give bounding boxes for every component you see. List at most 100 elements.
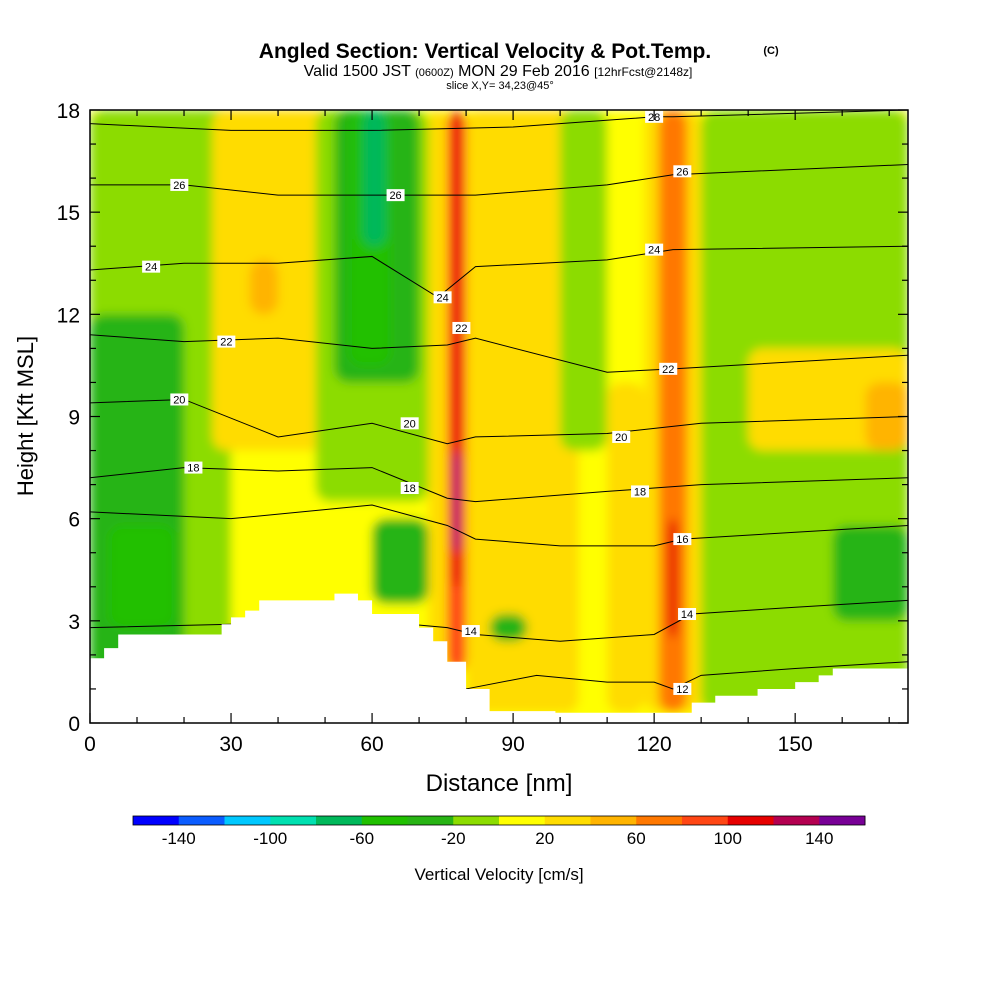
colorbar-label: Vertical Velocity [cm/s] <box>414 865 583 884</box>
contour-label: 26 <box>173 180 185 192</box>
contour-label: 26 <box>389 190 401 202</box>
contour-label-bg <box>386 189 405 202</box>
contour-label: 24 <box>145 262 157 274</box>
colorbar-tick-label: 20 <box>535 829 554 848</box>
isentrope-20 <box>90 398 908 445</box>
x-tick-label: 90 <box>501 733 524 756</box>
contour-label-bg <box>673 682 692 695</box>
contour-label-bg <box>612 430 631 443</box>
isentrope-28 <box>90 110 908 131</box>
velocity-region <box>658 110 688 713</box>
terrain <box>90 593 908 723</box>
contour-label: 18 <box>404 483 416 495</box>
velocity-region <box>372 518 429 604</box>
isentrope-contours <box>90 110 908 690</box>
velocity-region <box>428 110 448 672</box>
colorbar-swatch <box>590 816 637 825</box>
colorbar-tick-label: 140 <box>805 829 833 848</box>
y-tick-label: 15 <box>57 202 80 225</box>
subtitle-date: MON 29 Feb 2016 <box>458 63 590 80</box>
x-tick-label: 60 <box>360 733 383 756</box>
y-tick-label: 12 <box>57 304 80 327</box>
y-tick-label: 3 <box>68 611 80 634</box>
contour-label: 12 <box>676 684 688 696</box>
velocity-region <box>108 525 175 628</box>
y-tick-label: 9 <box>68 407 80 430</box>
colorbar-swatch <box>544 816 591 825</box>
subtitle-valid: Valid 1500 JST <box>304 63 412 80</box>
contour-label-bg <box>170 393 189 406</box>
colorbar-tick-label: 60 <box>627 829 646 848</box>
colorbar-swatch <box>636 816 683 825</box>
velocity-field <box>90 110 908 723</box>
contour-label-bg <box>400 417 419 430</box>
axes: 0 30 60 90 120 150 0 3 6 9 12 15 18 <box>57 100 908 756</box>
terrain-mask <box>90 593 908 723</box>
slice-label: slice X,Y= 34,23@45° <box>446 80 554 92</box>
x-tick-label: 30 <box>219 733 242 756</box>
velocity-region <box>668 518 678 638</box>
colorbar-swatch <box>178 816 225 825</box>
contour-label-bg <box>433 291 452 304</box>
velocity-region <box>489 614 528 642</box>
x-tick-label: 150 <box>778 733 813 756</box>
y-axis-label: Height [Kft MSL] <box>13 336 38 496</box>
colorbar-swatch <box>819 816 866 825</box>
contour-label-bg <box>142 260 161 273</box>
velocity-region <box>249 259 279 315</box>
contour-label-bg <box>170 178 189 191</box>
contour-label: 22 <box>662 364 674 376</box>
contour-label-bg <box>673 165 692 178</box>
subtitle-forecast: [12hrFcst@2148z] <box>594 65 692 79</box>
isentrope-16 <box>90 504 908 547</box>
contour-label-bg <box>678 608 697 621</box>
colorbar-swatch <box>453 816 500 825</box>
colorbar-swatch <box>682 816 729 825</box>
isentrope-26 <box>90 163 908 196</box>
isentrope-18 <box>90 467 908 503</box>
contour-label: 20 <box>615 432 627 444</box>
colorbar-swatch <box>133 816 180 825</box>
velocity-region <box>560 110 608 451</box>
colorbar-tick-label: -60 <box>349 829 374 848</box>
colorbar-tick-label: -100 <box>253 829 287 848</box>
velocity-region <box>832 525 908 621</box>
contour-label-bg <box>452 321 471 334</box>
contour-label: 18 <box>634 486 646 498</box>
colorbar-tick-label: -20 <box>441 829 466 848</box>
contour-label-bg <box>461 625 480 638</box>
y-tick-label: 18 <box>57 100 80 123</box>
x-tick-label: 120 <box>637 733 672 756</box>
subtitle-zulu: (0600Z) <box>415 67 454 79</box>
contour-label: 26 <box>676 166 688 178</box>
chart-subtitle: Valid 1500 JST (0600Z) MON 29 Feb 2016 [… <box>304 63 693 80</box>
colorbar-tick-label: 100 <box>714 829 742 848</box>
velocity-region <box>607 382 645 713</box>
colorbar-swatch <box>499 816 546 825</box>
colorbar-frame <box>132 815 866 826</box>
contour-label: 22 <box>455 323 467 335</box>
contour-label: 14 <box>681 609 693 621</box>
colorbar-swatch <box>407 816 454 825</box>
contour-label: 20 <box>173 394 185 406</box>
contour-label-bg <box>400 482 419 495</box>
contour-label-bg <box>645 243 664 256</box>
contour-label: 22 <box>220 337 232 349</box>
velocity-region <box>865 382 908 451</box>
colorbar-swatch <box>270 816 317 825</box>
contour-label: 16 <box>676 534 688 546</box>
contour-label-bg <box>631 485 650 498</box>
velocity-region <box>466 110 579 713</box>
contour-label: 14 <box>465 626 477 638</box>
colorbar-swatch <box>224 816 271 825</box>
contour-label-bg <box>659 362 678 375</box>
colorbar-tick-label: -140 <box>162 829 196 848</box>
title-unit: (C) <box>763 45 779 57</box>
colorbar-swatch <box>727 816 774 825</box>
velocity-region <box>454 450 460 553</box>
colorbar-swatch <box>316 816 363 825</box>
chart-title: Angled Section: Vertical Velocity & Pot.… <box>259 40 711 63</box>
